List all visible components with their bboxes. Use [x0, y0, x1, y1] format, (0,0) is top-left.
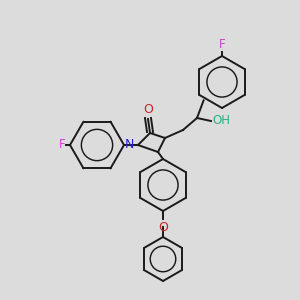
Text: O: O	[143, 103, 153, 116]
Text: F: F	[58, 139, 65, 152]
Text: N: N	[124, 139, 134, 152]
Text: OH: OH	[212, 115, 230, 128]
Text: F: F	[219, 38, 225, 51]
Text: O: O	[158, 221, 168, 234]
